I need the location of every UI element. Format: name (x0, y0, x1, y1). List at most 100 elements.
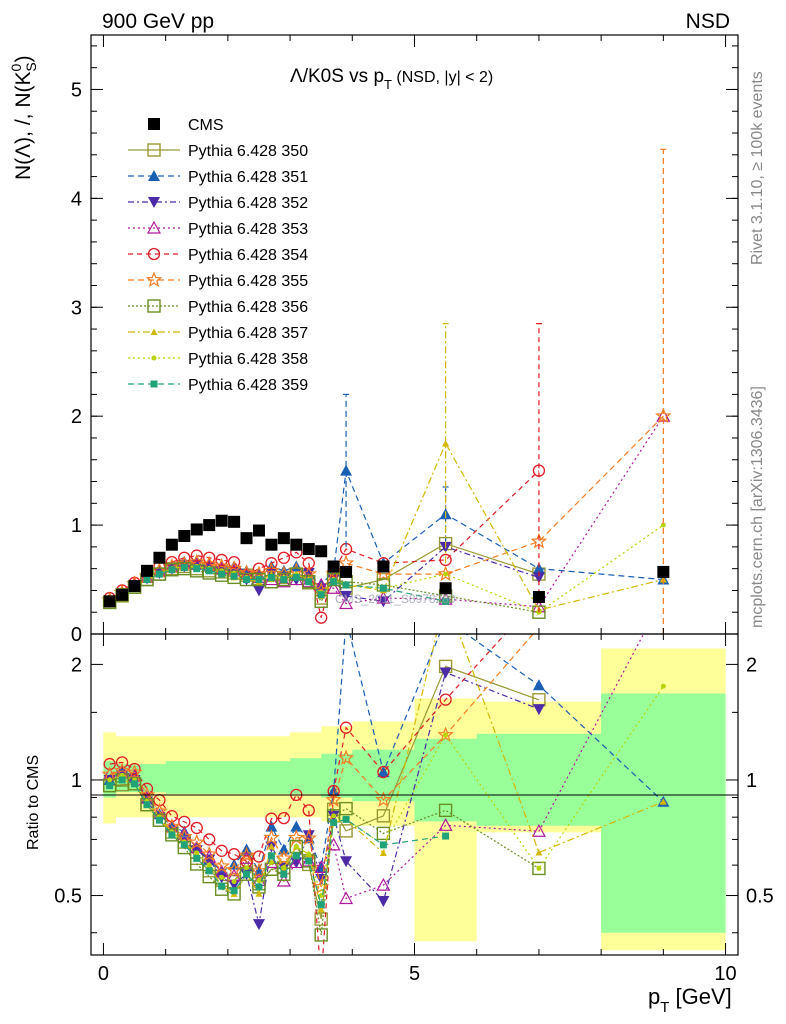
mcplots-label: mcplots.cern.ch [arXiv:1306.3436] (749, 386, 766, 628)
series-9-ratio-point (243, 870, 251, 878)
series-9-line (109, 566, 446, 603)
series-4-ratio-point (265, 812, 278, 825)
series-5-ratio-point (126, 763, 143, 780)
series-8-ratio-point (194, 850, 200, 856)
series-4-point (215, 553, 228, 567)
series-9-ratio-point (379, 841, 387, 849)
series-9-point (143, 576, 151, 584)
series-7-ratio-point (659, 798, 667, 805)
series-7-ratio-point (255, 890, 263, 897)
cms-point (439, 582, 452, 595)
x-tick-label: 5 (409, 963, 420, 985)
series-4-ratio-point (178, 815, 191, 829)
series-5-ratio-point (238, 846, 255, 863)
series-3-point (326, 581, 341, 594)
series-8-ratio-point (268, 859, 274, 865)
series-4-ratio-point (165, 810, 179, 823)
series-6-ratio-point (140, 798, 154, 812)
series-7-ratio-point (535, 849, 543, 856)
legend-label: CMS (188, 117, 224, 134)
series-1-point (532, 562, 545, 574)
series-9-point (168, 566, 176, 574)
series-6-ratio-point (532, 861, 546, 876)
series-4-ratio-point (377, 765, 390, 779)
ratio-tick-label: 1 (71, 770, 82, 792)
series-5-ratio-point (200, 845, 218, 862)
series-4-ratio-point (190, 821, 203, 835)
cms-point (532, 590, 545, 603)
series-4-point (265, 557, 278, 570)
legend-marker (146, 220, 162, 234)
series-4-ratio-line (109, 634, 506, 955)
series-1-ratio-point (277, 843, 290, 855)
series-8-ratio-point (660, 683, 666, 689)
series-4-ratio-point (277, 811, 291, 825)
cms-point (315, 545, 328, 558)
legend-label: Pythia 6.428 357 (188, 325, 308, 342)
series-2-point (532, 572, 545, 584)
series-8-ratio-point (219, 874, 225, 880)
series-0-ratio-point (314, 912, 328, 926)
axis-ticks: 0 5 10 0 1 2 3 4 5 0.5 0.5 1 1 2 2 (54, 35, 774, 985)
cms-point (215, 514, 228, 527)
x-axis-label: pT [GeV] (648, 984, 732, 1016)
ratio-tick-label-right: 0.5 (746, 886, 774, 908)
series-9-point (442, 597, 450, 605)
series-1-ratio-point (440, 613, 452, 624)
y-tick-label: 2 (71, 406, 82, 428)
y-tick-label: 3 (71, 297, 82, 319)
legend-marker (147, 299, 161, 313)
series-9-point (205, 567, 213, 575)
legend-label: Pythia 6.428 355 (188, 273, 308, 290)
series-9-point (280, 576, 288, 584)
legend-marker (150, 328, 158, 335)
series-9-point (155, 570, 163, 578)
chart-title: Λ/K0S vs pT (NSD, |y| < 2) (290, 66, 493, 92)
series-7-ratio-point (267, 843, 275, 850)
series-9-point (342, 581, 350, 589)
series-4-ratio-point (302, 804, 315, 817)
y-tick-label: 1 (71, 515, 82, 537)
series-2-ratio-point (290, 857, 303, 869)
series-9-ratio-point (267, 852, 275, 860)
series-5-ratio-point (437, 726, 454, 743)
series-6-ratio-point (339, 801, 353, 816)
series-5-ratio-point (337, 749, 355, 766)
ratio-tick-label: 2 (71, 654, 82, 676)
series-9-point (243, 576, 251, 584)
series-4-point (203, 551, 216, 564)
cms-point (228, 515, 241, 528)
series-3-ratio-point (376, 877, 391, 891)
series-4-point (190, 549, 203, 562)
cms-point (277, 532, 290, 545)
ratio-tick-label-right: 1 (746, 770, 757, 792)
cms-point (302, 543, 315, 556)
cms-point (265, 538, 278, 551)
legend-label: Pythia 6.428 353 (188, 221, 308, 238)
series-6-point (532, 605, 546, 619)
series-5-ratio-point (325, 791, 342, 807)
series-0-ratio-point (376, 809, 391, 823)
series-4-ratio-point (327, 784, 340, 798)
cms-point (140, 564, 153, 577)
series-8-ratio-point (536, 865, 542, 871)
ratio-panel-data (101, 613, 670, 955)
cms-point (203, 519, 216, 532)
series-6-ratio-point (314, 928, 328, 942)
series-2-ratio-point (252, 919, 265, 931)
series-8-point (443, 571, 449, 577)
series-9-ratio-point (131, 780, 139, 788)
cms-point (327, 560, 340, 573)
main-panel-data (101, 148, 672, 634)
ratio-tick-label-right: 2 (746, 654, 757, 676)
series-8-ratio-point (256, 877, 262, 883)
series-9-point (305, 578, 313, 586)
legend-marker (151, 355, 157, 361)
series-1-ratio-point (290, 820, 303, 832)
series-3-point (339, 596, 354, 610)
series-7-ratio-line (109, 634, 664, 910)
series-2-point (252, 585, 265, 597)
series-9-ratio-point (143, 801, 151, 809)
series-4-point (315, 611, 328, 624)
